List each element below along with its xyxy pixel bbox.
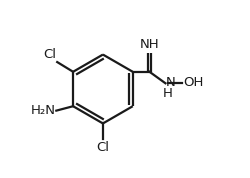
Text: H₂N: H₂N [30,104,56,117]
Text: H: H [162,87,172,100]
Text: Cl: Cl [43,48,56,61]
Text: NH: NH [140,38,159,51]
Text: OH: OH [183,76,204,89]
Text: Cl: Cl [96,141,110,154]
Text: N: N [166,76,176,89]
